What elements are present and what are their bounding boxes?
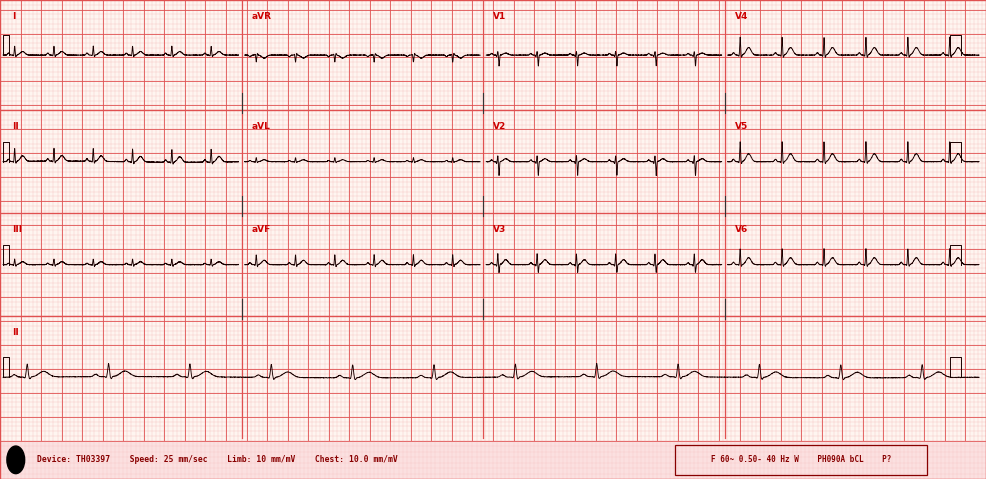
Bar [0,441,986,479]
Text: V1: V1 [493,12,506,21]
Text: aVR: aVR [251,12,271,21]
Text: II: II [12,328,19,337]
Text: Device: TH03397    Speed: 25 mm/sec    Limb: 10 mm/mV    Chest: 10.0 mm/mV: Device: TH03397 Speed: 25 mm/sec Limb: 1… [37,456,398,464]
Text: aVF: aVF [251,225,271,234]
Bar [675,445,927,475]
Text: III: III [12,225,22,234]
Ellipse shape [7,446,25,474]
Text: aVL: aVL [251,122,270,131]
Text: F 60~ 0.50- 40 Hz W    PH090A bCL    P?: F 60~ 0.50- 40 Hz W PH090A bCL P? [711,456,891,464]
Text: I: I [12,12,15,21]
Text: V6: V6 [735,225,747,234]
Text: V2: V2 [493,122,506,131]
Text: V3: V3 [493,225,506,234]
Text: II: II [12,122,19,131]
Text: V4: V4 [735,12,748,21]
Text: V5: V5 [735,122,747,131]
